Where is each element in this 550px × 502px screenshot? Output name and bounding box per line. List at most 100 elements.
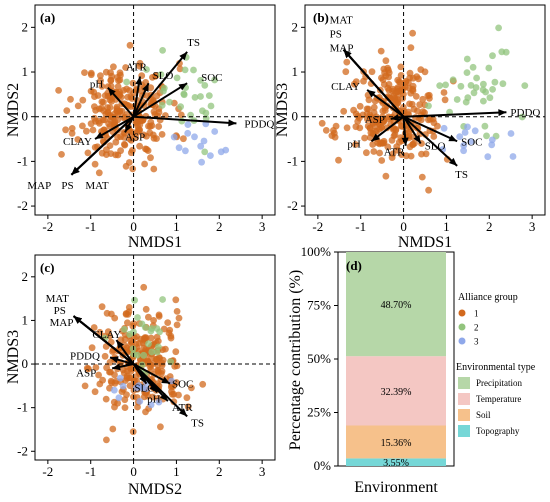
point-group-1: [92, 117, 99, 125]
legend-env-swatch: [458, 377, 470, 389]
vector-label: SLO: [134, 383, 155, 395]
point-group-2: [131, 296, 139, 304]
point-group-1: [409, 87, 417, 95]
vector-pddq: [133, 115, 237, 125]
point-group-1: [120, 114, 127, 122]
point-group-1: [384, 94, 392, 102]
point-group-2: [473, 74, 480, 82]
legend-env-title: Environmental type: [456, 362, 536, 373]
vector-label: PS: [61, 180, 73, 192]
y-tick-label: 1: [292, 64, 299, 79]
point-group-1: [374, 117, 382, 125]
point-group-1: [378, 157, 386, 164]
point-group-2: [120, 326, 128, 333]
point-group-3: [471, 127, 479, 135]
vector-label: MAT: [46, 293, 70, 305]
vector-label: ATR: [126, 62, 147, 74]
point-group-1: [175, 314, 183, 322]
point-group-3: [198, 158, 206, 166]
point-group-1: [149, 393, 157, 401]
point-group-1: [104, 109, 112, 117]
vector-arrowhead: [401, 137, 409, 146]
point-group-1: [98, 83, 106, 90]
point-group-1: [370, 148, 378, 155]
point-group-1: [68, 124, 76, 132]
vector-mat: [70, 115, 135, 176]
vector-arrowhead: [343, 49, 352, 58]
point-group-1: [147, 366, 155, 373]
panel-d-ylabel: Percentage contribution (%): [287, 270, 304, 450]
vector-label: SOC: [172, 379, 193, 391]
point-group-1: [154, 337, 162, 345]
point-group-3: [460, 142, 468, 149]
point-group-1: [180, 135, 187, 143]
point-group-1: [114, 399, 121, 407]
vector-label: ATR: [172, 402, 193, 414]
point-group-1: [121, 140, 128, 148]
vector-arrowhead: [228, 119, 237, 127]
point-group-1: [85, 365, 92, 373]
legend-env-item: Temperature: [476, 394, 521, 404]
point-group-1: [147, 84, 155, 92]
legend-alliance-title: Alliance group: [458, 292, 518, 303]
point-group-2: [464, 94, 472, 102]
point-group-1: [123, 391, 130, 399]
vector-label: PDDQ: [70, 351, 100, 363]
point-group-1: [125, 159, 133, 166]
point-group-1: [129, 79, 137, 87]
point-group-2: [145, 340, 152, 348]
point-group-2: [129, 345, 137, 353]
point-group-2: [134, 314, 141, 321]
point-group-1: [199, 380, 207, 388]
point-group-3: [440, 124, 448, 132]
vector-label: pH: [347, 138, 361, 150]
point-group-1: [140, 131, 148, 139]
point-group-3: [461, 129, 469, 136]
panel-c-xlabel: NMDS2: [128, 481, 182, 498]
point-group-2: [449, 76, 457, 84]
panel-a-axes: -2 -1 0 1 2 3 -2 -1 0 1 2: [17, 5, 275, 234]
point-group-2: [463, 55, 471, 63]
vector-label: ASP: [365, 114, 385, 126]
point-group-2: [425, 102, 432, 110]
point-group-1: [91, 93, 98, 100]
point-group-2: [156, 328, 164, 336]
point-group-1: [127, 337, 135, 345]
point-group-2: [207, 102, 215, 110]
legend-alliance-marker: [458, 309, 466, 317]
point-group-1: [371, 97, 379, 105]
point-group-1: [92, 364, 100, 371]
point-group-1: [114, 83, 122, 90]
point-group-1: [380, 139, 388, 147]
point-group-1: [343, 124, 351, 132]
point-group-1: [392, 98, 400, 105]
point-group-1: [124, 319, 131, 327]
point-group-2: [140, 351, 148, 359]
point-group-1: [150, 317, 158, 324]
point-group-2: [159, 47, 167, 54]
point-group-1: [354, 118, 362, 125]
x-tick-label: 0: [130, 464, 137, 479]
point-group-1: [100, 98, 107, 106]
point-group-1: [372, 127, 379, 135]
panel-b-frame: [304, 4, 546, 216]
panel-a-ylabel: NMDS2: [5, 83, 22, 137]
point-group-2: [142, 324, 149, 331]
point-group-1: [155, 109, 163, 116]
point-group-1: [430, 133, 438, 140]
point-group-1: [90, 324, 98, 331]
point-group-2: [158, 101, 166, 109]
point-group-2: [480, 80, 487, 88]
point-group-3: [139, 384, 147, 392]
vector-label: TS: [455, 169, 468, 181]
legend-alliance-item: 1: [474, 309, 479, 319]
point-group-1: [101, 352, 109, 360]
point-group-1: [95, 169, 103, 177]
point-group-1: [135, 339, 143, 347]
point-group-1: [106, 368, 113, 376]
x-tick-label: -1: [355, 219, 366, 234]
point-group-1: [363, 149, 370, 157]
point-group-2: [197, 76, 205, 84]
point-group-1: [106, 358, 114, 366]
